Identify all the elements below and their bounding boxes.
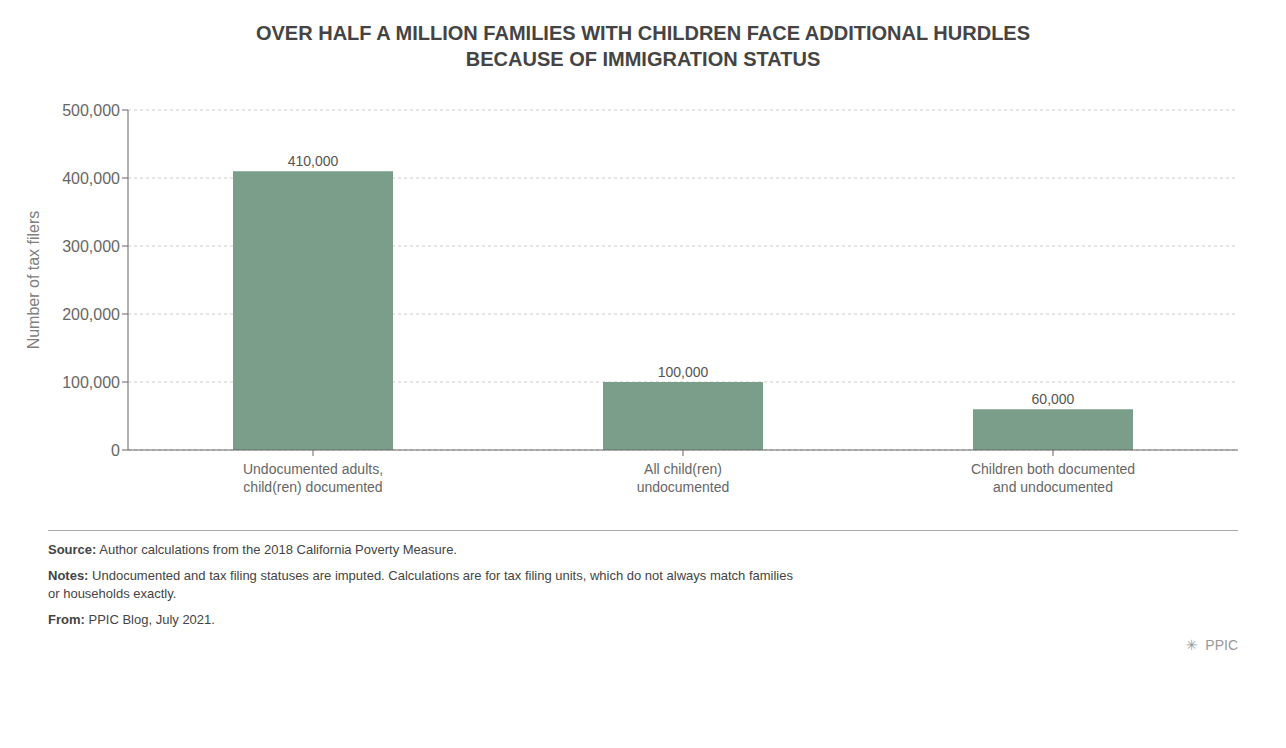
html-text:From: PPIC Blog, July 2021.: From: PPIC Blog, July 2021. [48, 612, 215, 627]
html-text:OVER HALF A MILLION FAMILIES W: OVER HALF A MILLION FAMILIES WITH CHILDR… [256, 22, 1030, 44]
html-text:✳ PPIC: ✳ PPIC [1185, 637, 1238, 653]
svg-text:400,000: 400,000 [62, 170, 120, 187]
svg-text:200,000: 200,000 [62, 306, 120, 323]
svg-text:60,000: 60,000 [1032, 391, 1075, 407]
svg-text:Number of tax filers: Number of tax filers [25, 211, 42, 350]
svg-text:100,000: 100,000 [62, 374, 120, 391]
svg-text:All child(ren)undocumented: All child(ren)undocumented [637, 461, 730, 495]
svg-text:Children both documentedand un: Children both documentedand undocumented [971, 461, 1135, 495]
svg-text:0: 0 [111, 442, 120, 459]
svg-text:500,000: 500,000 [62, 102, 120, 119]
html-text:Source: Author calculations fr: Source: Author calculations from the 201… [48, 542, 457, 557]
html-text:Notes: Undocumented and tax fi: Notes: Undocumented and tax filing statu… [48, 568, 793, 601]
svg-text:410,000: 410,000 [288, 153, 339, 169]
svg-text:100,000: 100,000 [658, 364, 709, 380]
svg-text:300,000: 300,000 [62, 238, 120, 255]
svg-text:Undocumented adults,child(ren): Undocumented adults,child(ren) documente… [243, 461, 383, 495]
html-text:BECAUSE OF IMMIGRATION STATUS: BECAUSE OF IMMIGRATION STATUS [465, 48, 821, 70]
